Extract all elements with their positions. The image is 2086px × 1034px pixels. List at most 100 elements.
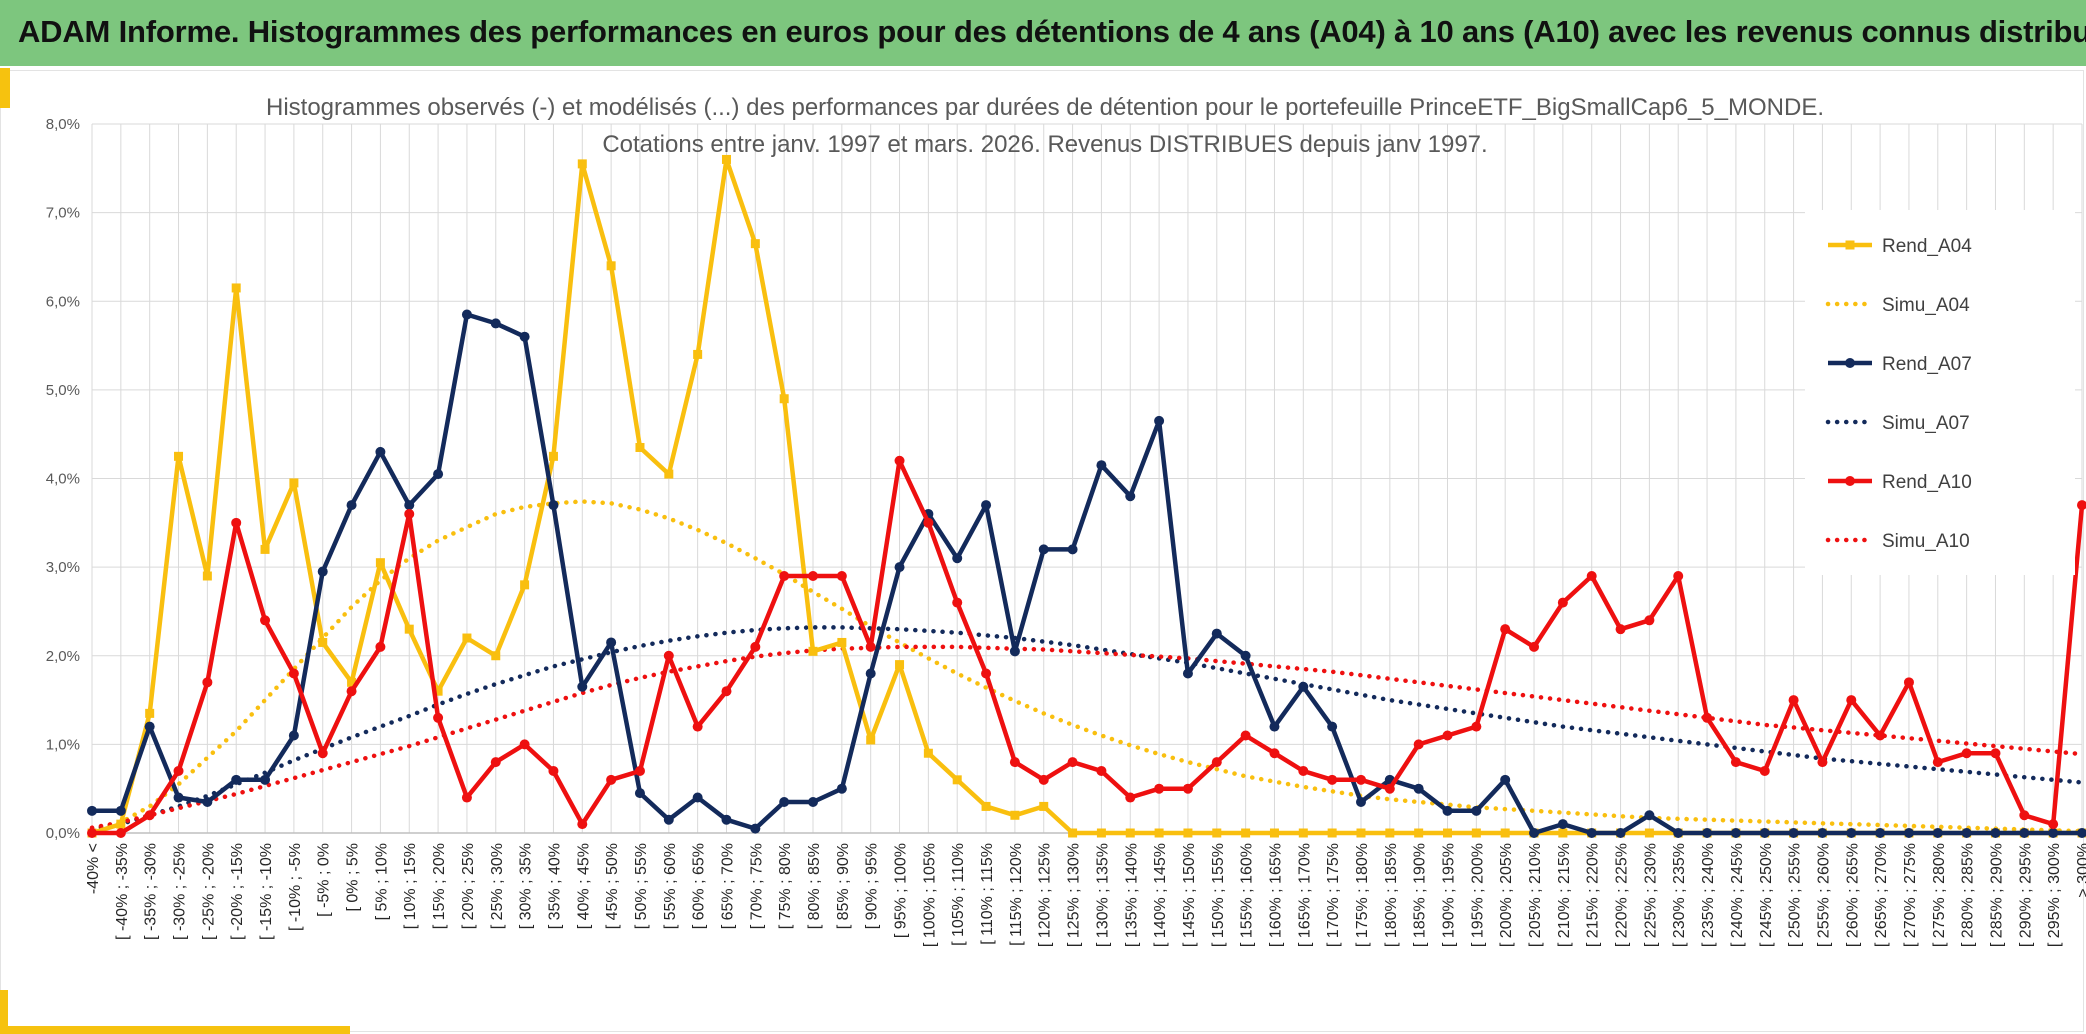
x-tick-label: [ 270% ; 275% [1902, 843, 1919, 947]
data-point-Rend_A10 [1557, 597, 1568, 608]
data-point-Rend_A10 [1788, 695, 1799, 706]
data-point-Rend_A07 [1038, 544, 1049, 555]
data-point-Rend_A07 [634, 788, 645, 799]
data-point-Rend_A04 [721, 154, 731, 164]
data-point-Rend_A07 [779, 796, 790, 807]
data-point-Rend_A10 [1038, 774, 1049, 785]
data-point-Rend_A04 [462, 633, 472, 643]
data-point-Rend_A07 [836, 783, 847, 794]
data-point-Rend_A10 [1529, 641, 1540, 652]
data-point-Rend_A10 [1298, 765, 1309, 776]
data-point-Rend_A07 [1355, 796, 1366, 807]
x-tick-label: [ 285% ; 290% [1988, 843, 2005, 947]
y-tick-label: 5,0% [46, 382, 80, 399]
x-tick-label: [ 55% ; 60% [662, 843, 679, 929]
data-point-Rend_A07 [2019, 828, 2030, 838]
x-tick-label: [ 250% ; 255% [1787, 843, 1804, 947]
data-point-Rend_A07 [1096, 460, 1107, 471]
x-tick-label: [ 30% ; 35% [518, 843, 535, 929]
x-tick-label: [ 275% ; 280% [1931, 843, 1948, 947]
series-Simu_A04 [89, 499, 2085, 834]
data-point-Rend_A10 [663, 650, 674, 661]
y-tick-label: 2,0% [46, 648, 80, 665]
data-point-Rend_A07 [750, 823, 761, 834]
x-tick-label: [ 15% ; 20% [431, 843, 448, 929]
x-tick-label: [ -5% ; 0% [316, 843, 333, 917]
data-point-Rend_A04 [491, 651, 501, 661]
x-tick-label: [ 40% ; 45% [575, 843, 592, 929]
legend-label: Simu_A04 [1882, 295, 1970, 316]
data-point-Rend_A10 [1182, 783, 1193, 794]
data-point-Rend_A07 [519, 331, 530, 342]
x-tick-label: [ 140% ; 145% [1152, 843, 1169, 947]
data-point-Rend_A10 [1125, 792, 1136, 803]
data-point-Rend_A07 [202, 796, 213, 807]
x-tick-label: [ 205% ; 210% [1527, 843, 1544, 947]
x-tick-label: [ 225% ; 230% [1642, 843, 1659, 947]
data-point-Rend_A04 [693, 349, 703, 359]
data-point-Rend_A04 [1644, 828, 1654, 838]
data-point-Rend_A10 [808, 570, 819, 581]
accent-corner-top [0, 68, 10, 108]
data-point-Rend_A10 [1211, 757, 1222, 768]
x-tick-label: [ 35% ; 40% [546, 843, 563, 929]
data-point-Rend_A07 [1759, 828, 1770, 838]
data-point-Rend_A04 [145, 708, 155, 718]
series-Rend_A10 [87, 455, 2086, 838]
data-point-Rend_A07 [1471, 805, 1482, 816]
data-point-Rend_A07 [1500, 774, 1511, 785]
page-title: ADAM Informe. Histogrammes des performan… [18, 14, 2086, 49]
chart-title-line-1: Histogrammes observés (-) et modélisés (… [266, 94, 1824, 121]
data-point-Rend_A07 [260, 774, 271, 785]
x-tick-label: [ 295% ; 300% [2046, 843, 2063, 947]
data-point-Rend_A07 [981, 500, 992, 511]
data-point-Rend_A04 [1500, 828, 1510, 838]
data-point-Rend_A07 [1125, 491, 1136, 502]
header-banner: ADAM Informe. Histogrammes des performan… [0, 0, 2086, 66]
data-point-Rend_A10 [490, 757, 501, 768]
data-point-Rend_A10 [1702, 712, 1713, 723]
legend-item-Rend_A07: Rend_A07 [1828, 354, 1972, 375]
data-point-Rend_A10 [2048, 819, 2059, 830]
data-point-Rend_A07 [1673, 828, 1684, 838]
data-point-Rend_A04 [1558, 828, 1568, 838]
x-tick-label: [ 25% ; 30% [489, 843, 506, 929]
data-point-Rend_A10 [433, 712, 444, 723]
data-point-Rend_A07 [1529, 828, 1540, 838]
x-tick-label: [ 60% ; 65% [691, 843, 708, 929]
data-point-Rend_A04 [635, 442, 645, 452]
accent-corner-bottom [0, 1026, 350, 1034]
data-point-Rend_A07 [1586, 828, 1597, 838]
legend-item-Simu_A04: Simu_A04 [1825, 295, 1970, 316]
data-point-Rend_A10 [519, 739, 530, 750]
x-tick-label: [ 220% ; 225% [1614, 843, 1631, 947]
data-point-Rend_A07 [1615, 828, 1626, 838]
data-point-Rend_A07 [87, 805, 97, 816]
data-point-Rend_A07 [1211, 628, 1222, 639]
data-point-Rend_A04 [404, 624, 414, 634]
data-point-Rend_A07 [490, 318, 501, 329]
accent-corner-left [0, 990, 8, 1034]
data-point-Rend_A04 [433, 686, 443, 696]
data-point-Rend_A07 [1442, 805, 1453, 816]
data-point-Rend_A10 [1500, 624, 1511, 635]
data-point-Rend_A07 [1240, 650, 1251, 661]
y-tick-label: 3,0% [46, 559, 80, 576]
x-tick-label: [ -35% ; -30% [143, 843, 160, 940]
data-point-Rend_A07 [231, 774, 242, 785]
x-tick-label: -40% < [85, 843, 102, 894]
x-tick-label: [ 20% ; 25% [460, 843, 477, 929]
x-tick-label: [ 65% ; 70% [719, 843, 736, 929]
x-tick-label: [ 120% ; 125% [1037, 843, 1054, 947]
data-point-Rend_A07 [144, 721, 155, 732]
data-point-Rend_A04 [837, 637, 847, 647]
data-point-Rend_A04 [260, 544, 270, 554]
x-tick-label: [ 90% ; 95% [864, 843, 881, 929]
data-point-Rend_A10 [634, 765, 645, 776]
data-point-Rend_A07 [1269, 721, 1280, 732]
y-axis: 0,0% 1,0% 2,0% 3,0% 4,0% 5,0% 6,0% 7,0% 8,0% [46, 116, 80, 842]
data-point-Rend_A07 [375, 446, 386, 457]
data-point-Rend_A07 [1817, 828, 1828, 838]
data-point-Rend_A04 [923, 748, 933, 758]
legend-marker [1845, 476, 1855, 486]
